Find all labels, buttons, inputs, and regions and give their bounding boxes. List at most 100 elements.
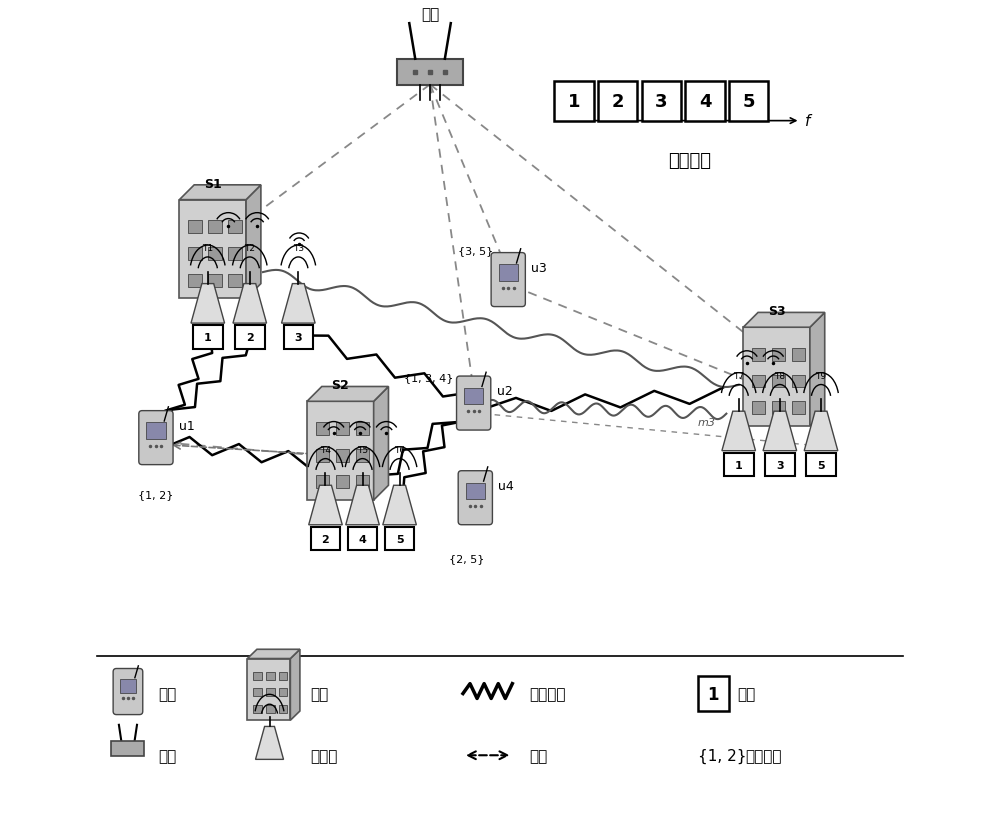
- Text: T4: T4: [320, 445, 331, 454]
- Text: S2: S2: [331, 379, 349, 392]
- Polygon shape: [804, 412, 838, 451]
- Bar: [311, 527, 340, 551]
- Bar: [772, 349, 785, 361]
- Bar: [188, 221, 202, 234]
- Bar: [253, 688, 262, 696]
- Text: S3: S3: [768, 305, 785, 318]
- Text: T5: T5: [357, 445, 368, 454]
- Bar: [307, 402, 374, 500]
- Text: T8: T8: [774, 371, 785, 380]
- Bar: [752, 402, 765, 415]
- Bar: [316, 449, 329, 462]
- Text: 3: 3: [295, 333, 302, 343]
- Text: {1, 2}: {1, 2}: [698, 748, 746, 763]
- Bar: [765, 453, 795, 477]
- Text: {2, 5}: {2, 5}: [449, 554, 485, 564]
- Bar: [253, 705, 262, 713]
- Text: u2: u2: [497, 385, 512, 397]
- Bar: [228, 221, 242, 234]
- Bar: [253, 672, 262, 680]
- Polygon shape: [309, 486, 342, 525]
- Bar: [266, 705, 275, 713]
- Text: u3: u3: [531, 262, 547, 274]
- Bar: [188, 274, 202, 287]
- Text: 2: 2: [246, 333, 254, 343]
- FancyBboxPatch shape: [457, 377, 491, 431]
- Bar: [752, 349, 765, 361]
- Bar: [316, 422, 329, 436]
- Text: T3: T3: [293, 243, 304, 253]
- Text: 3: 3: [776, 460, 784, 470]
- Polygon shape: [346, 486, 379, 525]
- Text: 台站: 台站: [311, 686, 329, 701]
- Bar: [743, 328, 810, 426]
- Bar: [279, 705, 287, 713]
- Bar: [348, 527, 377, 551]
- Text: 4: 4: [699, 93, 711, 111]
- Bar: [266, 672, 275, 680]
- Polygon shape: [247, 649, 300, 659]
- Bar: [792, 375, 805, 388]
- Text: S1: S1: [204, 177, 222, 190]
- Polygon shape: [246, 185, 261, 299]
- Text: 5: 5: [817, 460, 825, 470]
- Text: 2: 2: [611, 93, 624, 111]
- Text: 通信链路: 通信链路: [529, 686, 565, 701]
- Bar: [208, 274, 222, 287]
- Text: 用户: 用户: [158, 686, 177, 701]
- Polygon shape: [191, 284, 225, 324]
- Text: f: f: [805, 114, 810, 129]
- Text: 网关: 网关: [158, 748, 177, 763]
- Bar: [792, 349, 805, 361]
- Bar: [356, 476, 369, 489]
- Bar: [466, 483, 485, 499]
- Text: u1: u1: [179, 419, 195, 432]
- Bar: [499, 265, 518, 282]
- Bar: [193, 325, 223, 349]
- Text: {3, 5}: {3, 5}: [458, 246, 493, 256]
- FancyBboxPatch shape: [139, 412, 173, 465]
- Text: 网关: 网关: [421, 7, 439, 22]
- Text: 发射机: 发射机: [311, 748, 338, 763]
- Bar: [685, 82, 725, 122]
- Text: 1: 1: [735, 460, 743, 470]
- Polygon shape: [233, 284, 267, 324]
- FancyBboxPatch shape: [458, 471, 492, 525]
- Text: u4: u4: [498, 479, 514, 492]
- Polygon shape: [763, 412, 797, 451]
- Text: 信道策略: 信道策略: [745, 748, 782, 763]
- Text: 1: 1: [707, 685, 719, 703]
- Bar: [724, 453, 754, 477]
- FancyBboxPatch shape: [491, 253, 525, 307]
- Text: 4: 4: [359, 534, 366, 544]
- Bar: [356, 449, 369, 462]
- Text: 3: 3: [655, 93, 668, 111]
- Bar: [279, 688, 287, 696]
- Bar: [266, 688, 275, 696]
- Bar: [316, 476, 329, 489]
- Polygon shape: [810, 313, 825, 426]
- FancyBboxPatch shape: [113, 669, 143, 715]
- Bar: [146, 423, 166, 440]
- Bar: [385, 527, 414, 551]
- Bar: [698, 676, 729, 711]
- Bar: [279, 672, 287, 680]
- Polygon shape: [290, 649, 300, 720]
- Text: 干扰: 干扰: [529, 748, 547, 763]
- Text: 信道: 信道: [737, 686, 755, 701]
- Bar: [179, 200, 246, 299]
- Bar: [336, 422, 349, 436]
- Polygon shape: [282, 284, 315, 324]
- Bar: [772, 402, 785, 415]
- Text: 5: 5: [396, 534, 403, 544]
- Bar: [336, 449, 349, 462]
- Bar: [356, 422, 369, 436]
- Polygon shape: [374, 387, 388, 500]
- Bar: [464, 388, 483, 405]
- Text: T1: T1: [202, 243, 213, 253]
- Polygon shape: [722, 412, 755, 451]
- Bar: [752, 375, 765, 388]
- Bar: [772, 375, 785, 388]
- Polygon shape: [383, 486, 416, 525]
- Bar: [188, 248, 202, 261]
